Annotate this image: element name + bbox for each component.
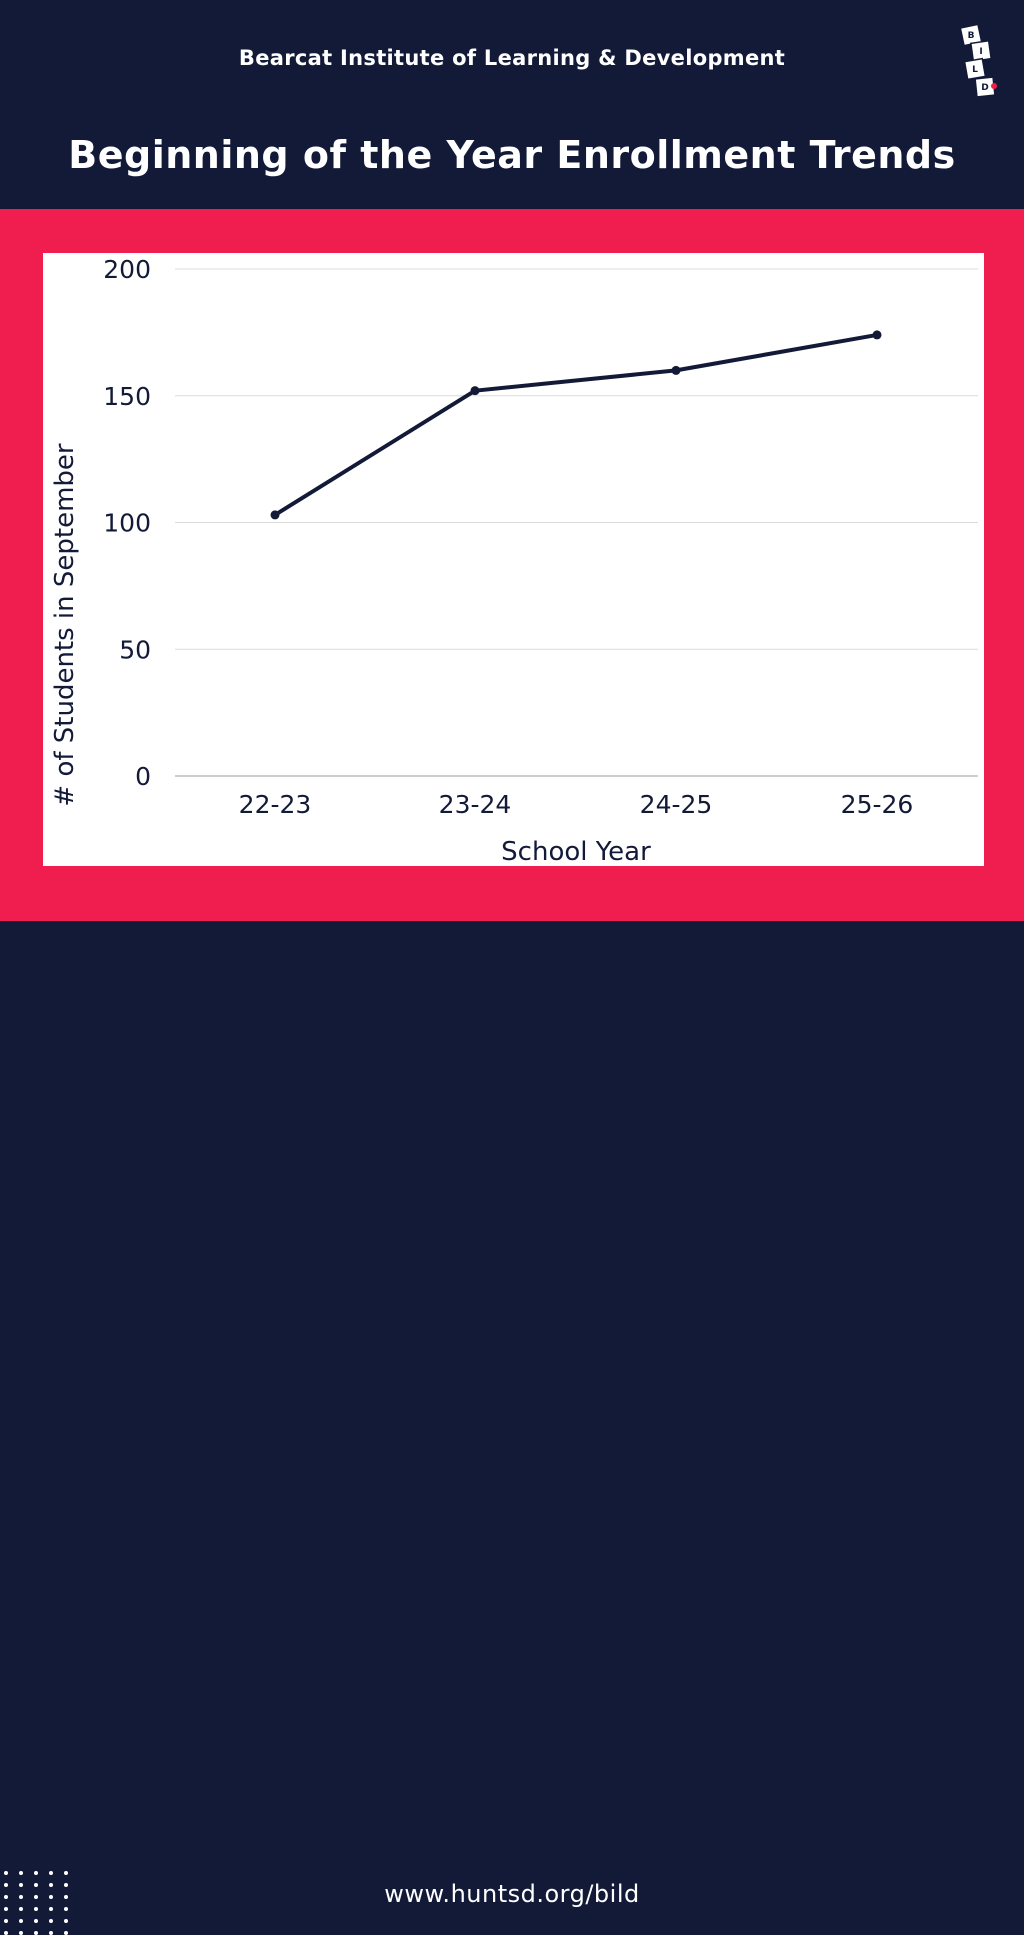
data-point-25-26 (872, 330, 882, 340)
y-tick-label: 50 (119, 635, 151, 664)
dot (34, 1931, 38, 1935)
dot (64, 1919, 68, 1923)
logo-letter-b: B (968, 31, 975, 41)
y-axis-label: # of Students in September (50, 443, 80, 807)
y-tick-label: 0 (135, 762, 151, 791)
enrollment-line-chart: 0 50 100 150 200 22-23 23-24 24-25 25-26 # of St… (50, 255, 978, 866)
dot (4, 1931, 8, 1935)
y-tick-label: 100 (103, 509, 151, 538)
enrollment-series-line (273, 332, 878, 517)
dot (49, 1919, 53, 1923)
x-tick-label: 24-25 (640, 790, 713, 819)
x-tick-label: 23-24 (439, 790, 512, 819)
logo-letter-l: L (972, 65, 978, 75)
dot (64, 1871, 68, 1875)
data-point-23-24 (470, 386, 480, 396)
footer: www.huntsd.org/bild (0, 921, 1024, 1935)
header: Bearcat Institute of Learning & Developm… (0, 0, 1024, 209)
dot (64, 1931, 68, 1935)
dot (19, 1931, 23, 1935)
y-tick-label: 200 (103, 255, 151, 284)
logo-letter-i: I (979, 47, 982, 57)
logo-paw-icon (991, 83, 997, 89)
dot (19, 1871, 23, 1875)
dot (19, 1919, 23, 1923)
dot (49, 1931, 53, 1935)
x-tick-label: 22-23 (239, 790, 312, 819)
data-point-24-25 (671, 365, 681, 375)
organization-name: Bearcat Institute of Learning & Developm… (238, 46, 786, 70)
y-tick-label: 150 (103, 382, 151, 411)
footer-url[interactable]: www.huntsd.org/bild (384, 1880, 640, 1908)
dot (4, 1871, 8, 1875)
page-title: Beginning of the Year Enrollment Trends (68, 133, 956, 177)
x-axis-label: School Year (501, 837, 651, 866)
logo-letter-d: D (981, 83, 988, 93)
bild-blocks-logo: B I L D (959, 23, 997, 98)
chart-panel: 0 50 100 150 200 22-23 23-24 24-25 25-26 # of St… (43, 253, 984, 866)
data-point-22-23 (270, 510, 280, 520)
dot (49, 1871, 53, 1875)
dot (34, 1871, 38, 1875)
dot (34, 1919, 38, 1923)
dot (4, 1919, 8, 1923)
x-tick-label: 25-26 (841, 790, 914, 819)
